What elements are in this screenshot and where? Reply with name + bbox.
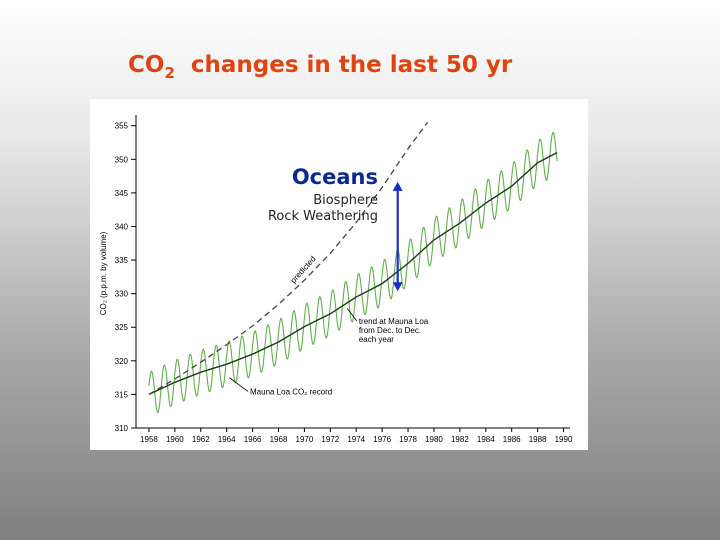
y-axis-label: CO₂ (p.p.m. by volume) [99,231,108,315]
x-tick-label: 1990 [555,435,573,444]
y-tick-label: 340 [115,222,129,231]
x-tick-label: 1958 [140,435,158,444]
x-tick-label: 1978 [399,435,417,444]
annotation-pointer [229,377,249,392]
trend-annotation: each year [359,335,394,344]
x-tick-label: 1982 [451,435,469,444]
x-tick-label: 1980 [425,435,443,444]
biosphere-label: Biosphere [313,193,378,208]
trend-line [148,151,558,396]
y-tick-label: 345 [115,189,129,198]
y-tick-label: 355 [115,122,129,131]
y-tick-label: 330 [115,290,129,299]
y-tick-label: 320 [115,357,129,366]
x-tick-label: 1976 [373,435,391,444]
co2-chart-panel: 310 315 320 325 330 335 340 345 350 355 1958 1960 19… [90,99,588,450]
predicted-line [148,122,429,395]
x-tick-label: 1960 [166,435,184,444]
y-tick-label: 310 [115,424,129,433]
co2-chart: 310 315 320 325 330 335 340 345 350 355 1958 1960 19… [99,115,573,444]
title-subscript: 2 [164,64,175,82]
x-tick-label: 1974 [347,435,365,444]
predicted-annotation: predicted [289,254,318,284]
y-tick-label: 350 [115,155,129,164]
trend-annotation: trend at Mauna Loa [359,317,429,326]
x-tick-label: 1964 [218,435,236,444]
title-rest: changes in the last 50 yr [190,52,513,78]
arrow-down-icon [392,282,403,292]
x-tick-label: 1988 [529,435,547,444]
y-tick-label: 315 [115,390,129,399]
y-tick-label: 325 [115,323,129,332]
trend-annotation: from Dec. to Dec. [359,326,421,335]
x-tick-label: 1962 [192,435,210,444]
x-tick-label: 1968 [270,435,288,444]
mauna-loa-record-line [148,131,558,413]
x-tick-label: 1986 [503,435,521,444]
title-prefix: CO [128,52,165,78]
x-tick-label: 1970 [296,435,314,444]
y-tick-label: 335 [115,256,129,265]
rock-weathering-label: Rock Weathering [267,209,378,224]
x-tick-label: 1966 [244,435,262,444]
annotation-pointer [346,308,358,322]
x-tick-label: 1972 [321,435,339,444]
record-annotation: Mauna Loa CO₂ record [250,387,332,396]
x-tick-label: 1984 [477,435,495,444]
oceans-label: Oceans [291,165,378,189]
arrow-up-icon [392,181,403,191]
slide-title: CO2 changes in the last 50 yr [128,52,513,82]
